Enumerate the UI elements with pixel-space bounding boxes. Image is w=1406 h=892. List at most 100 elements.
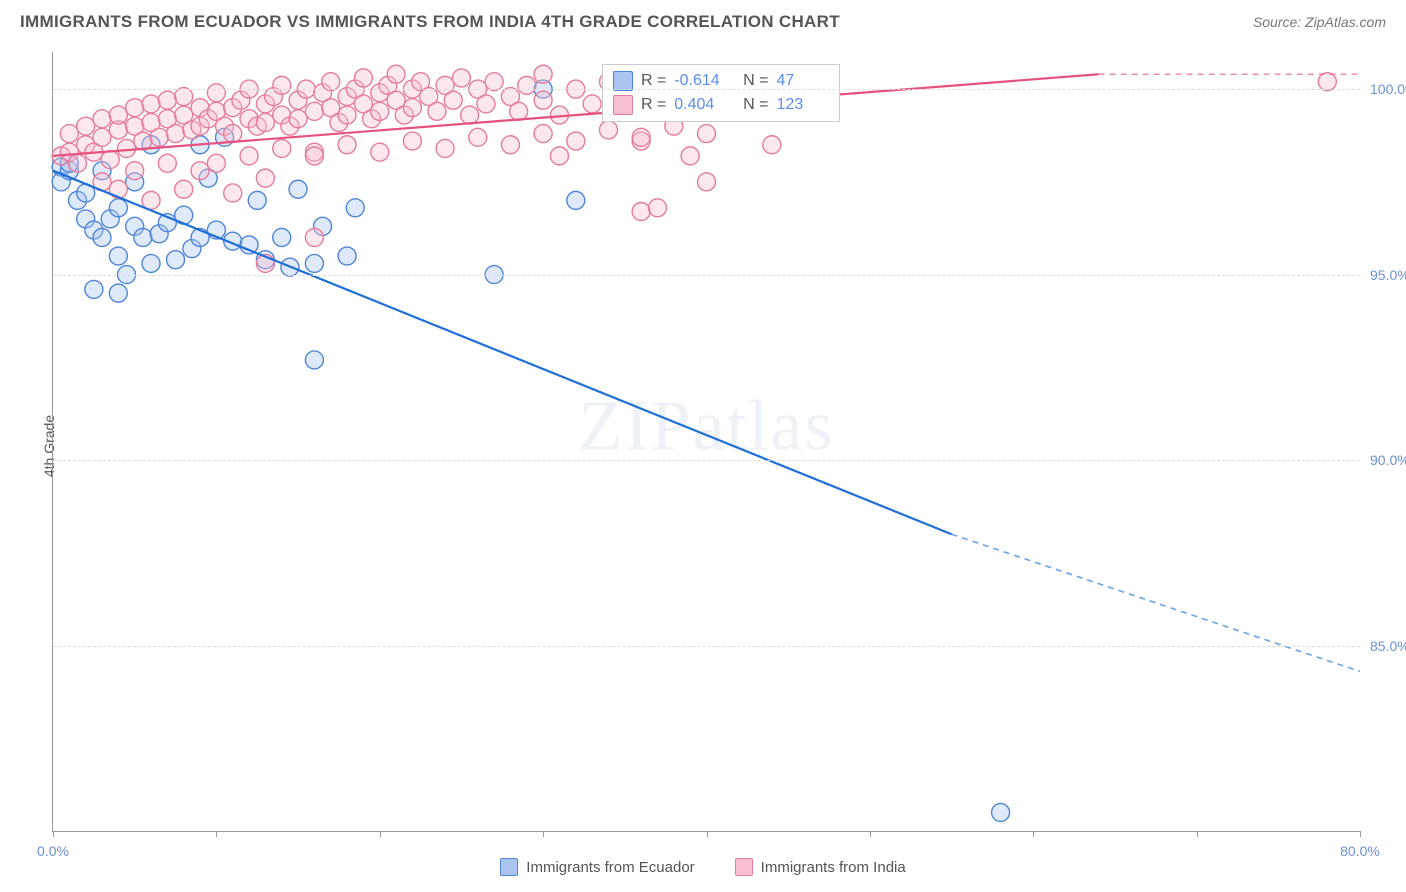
data-point: [101, 151, 119, 169]
n-label: N =: [734, 93, 768, 117]
data-point: [109, 106, 127, 124]
data-point: [510, 102, 528, 120]
gridline-horizontal: [53, 646, 1360, 647]
series-swatch: [613, 71, 633, 91]
data-point: [338, 136, 356, 154]
data-point: [158, 154, 176, 172]
data-point: [69, 154, 87, 172]
data-point: [134, 228, 152, 246]
x-tick: [1033, 831, 1034, 837]
data-point: [632, 128, 650, 146]
data-point: [371, 143, 389, 161]
y-tick-label: 85.0%: [1370, 638, 1406, 654]
data-point: [1318, 73, 1336, 91]
data-point: [93, 128, 111, 146]
legend-swatch: [500, 858, 518, 876]
data-point: [501, 136, 519, 154]
data-point: [763, 136, 781, 154]
x-tick: [216, 831, 217, 837]
data-point: [93, 110, 111, 128]
trend-line-extrapolated: [952, 534, 1360, 671]
data-point: [248, 191, 266, 209]
data-point: [567, 191, 585, 209]
data-point: [289, 180, 307, 198]
chart-plot-area: ZIPatlas R = -0.614 N = 47R = 0.404 N = …: [52, 52, 1360, 832]
data-point: [354, 69, 372, 87]
legend-item: Immigrants from Ecuador: [500, 858, 694, 876]
data-point: [109, 199, 127, 217]
data-point: [534, 125, 552, 143]
data-point: [681, 147, 699, 165]
data-point: [93, 228, 111, 246]
data-point: [126, 99, 144, 117]
data-point: [469, 128, 487, 146]
source-attribution: Source: ZipAtlas.com: [1253, 14, 1386, 30]
y-tick-label: 95.0%: [1370, 267, 1406, 283]
data-point: [338, 106, 356, 124]
data-point: [305, 351, 323, 369]
legend-label: Immigrants from Ecuador: [526, 859, 694, 876]
data-point: [403, 132, 421, 150]
data-point: [992, 803, 1010, 821]
data-point: [142, 95, 160, 113]
correlation-stats-box: R = -0.614 N = 47R = 0.404 N = 123: [602, 64, 840, 122]
data-point: [444, 91, 462, 109]
data-point: [224, 184, 242, 202]
data-point: [534, 91, 552, 109]
r-value: 0.404: [674, 93, 726, 117]
data-point: [322, 73, 340, 91]
n-value: 123: [777, 93, 829, 117]
data-point: [648, 199, 666, 217]
data-point: [371, 102, 389, 120]
data-point: [256, 169, 274, 187]
data-point: [599, 121, 617, 139]
trend-line: [53, 171, 952, 535]
data-point: [109, 247, 127, 265]
data-point: [387, 65, 405, 83]
legend-swatch: [735, 858, 753, 876]
data-point: [224, 125, 242, 143]
data-point: [567, 132, 585, 150]
data-point: [207, 154, 225, 172]
data-point: [167, 125, 185, 143]
data-point: [256, 113, 274, 131]
data-point: [403, 99, 421, 117]
data-point: [518, 76, 536, 94]
scatter-svg: [53, 52, 1360, 831]
x-tick: [1197, 831, 1198, 837]
data-point: [338, 247, 356, 265]
legend-item: Immigrants from India: [735, 858, 906, 876]
data-point: [698, 173, 716, 191]
data-point: [240, 147, 258, 165]
x-tick-label: 0.0%: [37, 843, 69, 859]
data-point: [273, 76, 291, 94]
data-point: [305, 102, 323, 120]
data-point: [273, 228, 291, 246]
stats-row: R = 0.404 N = 123: [613, 93, 829, 117]
data-point: [167, 251, 185, 269]
data-point: [191, 162, 209, 180]
data-point: [346, 199, 364, 217]
data-point: [158, 91, 176, 109]
data-point: [142, 254, 160, 272]
data-point: [207, 84, 225, 102]
x-tick: [380, 831, 381, 837]
x-tick: [707, 831, 708, 837]
gridline-horizontal: [53, 460, 1360, 461]
data-point: [109, 284, 127, 302]
data-point: [175, 180, 193, 198]
data-point: [428, 102, 446, 120]
data-point: [273, 139, 291, 157]
data-point: [118, 139, 136, 157]
series-swatch: [613, 95, 633, 115]
data-point: [77, 117, 95, 135]
data-point: [305, 228, 323, 246]
data-point: [305, 147, 323, 165]
series-legend: Immigrants from Ecuador Immigrants from I…: [0, 858, 1406, 876]
data-point: [436, 139, 454, 157]
x-tick: [870, 831, 871, 837]
data-point: [60, 125, 78, 143]
data-point: [175, 88, 193, 106]
x-tick: [1360, 831, 1361, 837]
x-tick: [53, 831, 54, 837]
